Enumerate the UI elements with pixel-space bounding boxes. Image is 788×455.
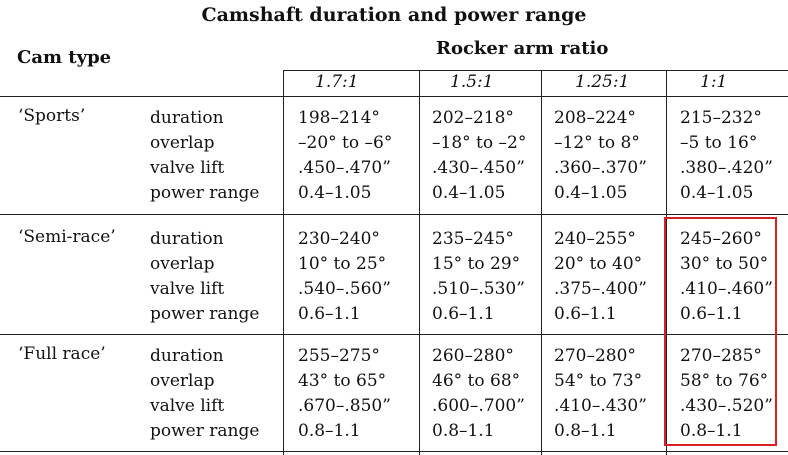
value-valve-lift: .375–.400”: [554, 279, 647, 299]
value-overlap: 58° to 76°: [680, 371, 769, 391]
param-labels: duration overlap valve lift power range: [150, 106, 259, 206]
value-power-range: 0.8–1.1: [554, 421, 617, 441]
ratio-header-4: 1:1: [700, 72, 728, 92]
param-duration: duration: [150, 229, 224, 249]
value-valve-lift: .430–.520”: [680, 396, 773, 416]
cell-ratio-1-7: 230–240° 10° to 25° .540–.560” 0.6–1.1: [298, 227, 391, 327]
table-row-semi-race: ‘Semi-race’ duration overlap valve lift …: [0, 220, 788, 324]
value-power-range: 0.4–1.05: [680, 183, 754, 203]
column-divider-4: [666, 70, 667, 455]
param-power-range: power range: [150, 421, 260, 441]
cell-ratio-1-1: 245–260° 30° to 50° .410–.460” 0.6–1.1: [680, 227, 773, 327]
value-overlap: 15° to 29°: [432, 254, 521, 274]
value-duration: 230–240°: [298, 229, 380, 249]
value-power-range: 0.8–1.1: [680, 421, 743, 441]
param-overlap: overlap: [150, 133, 215, 153]
table-title: Camshaft duration and power range: [201, 4, 587, 26]
value-duration: 245–260°: [680, 229, 762, 249]
cell-ratio-1-25: 270–280° 54° to 73° .410–.430” 0.8–1.1: [554, 344, 647, 444]
cell-ratio-1-5: 235–245° 15° to 29° .510–.530” 0.6–1.1: [432, 227, 525, 327]
value-overlap: –18° to –2°: [432, 133, 527, 153]
cam-type-label: ‘Full race’: [18, 344, 106, 364]
table-row-full-race: ‘Full race’ duration overlap valve lift …: [0, 337, 788, 441]
value-duration: 270–285°: [680, 346, 762, 366]
value-duration: 260–280°: [432, 346, 514, 366]
value-overlap: –12° to 8°: [554, 133, 640, 153]
value-duration: 208–224°: [554, 108, 636, 128]
cell-ratio-1-25: 240–255° 20° to 40° .375–.400” 0.6–1.1: [554, 227, 647, 327]
value-duration: 255–275°: [298, 346, 380, 366]
ratio-header-1: 1.7:1: [315, 72, 359, 92]
header-bottom-rule: [0, 96, 788, 97]
value-overlap: –5 to 16°: [680, 133, 758, 153]
value-duration: 270–280°: [554, 346, 636, 366]
cam-type-label: ‘Sports’: [18, 106, 86, 126]
value-valve-lift: .600–.700”: [432, 396, 525, 416]
value-power-range: 0.6–1.1: [298, 304, 361, 324]
param-overlap: overlap: [150, 371, 215, 391]
param-overlap: overlap: [150, 254, 215, 274]
column-divider-1: [283, 70, 284, 455]
ratio-header-top-rule: [283, 70, 788, 71]
rocker-arm-ratio-header: Rocker arm ratio: [436, 38, 609, 59]
value-valve-lift: .670–.850”: [298, 396, 391, 416]
column-divider-2: [419, 70, 420, 455]
value-overlap: 10° to 25°: [298, 254, 387, 274]
value-overlap: 30° to 50°: [680, 254, 769, 274]
value-power-range: 0.8–1.1: [298, 421, 361, 441]
cam-type-label: ‘Semi-race’: [18, 227, 116, 247]
highlight-box: [664, 217, 777, 446]
value-power-range: 0.8–1.1: [432, 421, 495, 441]
value-power-range: 0.4–1.05: [554, 183, 628, 203]
value-valve-lift: .510–.530”: [432, 279, 525, 299]
cell-ratio-1-5: 202–218° –18° to –2° .430–.450” 0.4–1.05: [432, 106, 526, 206]
cam-type-header: Cam type: [17, 47, 112, 68]
ratio-header-2: 1.5:1: [450, 72, 494, 92]
column-divider-3: [541, 70, 542, 455]
value-valve-lift: .430–.450”: [432, 158, 525, 178]
param-labels: duration overlap valve lift power range: [150, 344, 259, 444]
param-valve-lift: valve lift: [150, 158, 225, 178]
value-valve-lift: .410–.430”: [554, 396, 647, 416]
cell-ratio-1-25: 208–224° –12° to 8° .360–.370” 0.4–1.05: [554, 106, 647, 206]
param-valve-lift: valve lift: [150, 396, 225, 416]
value-duration: 198–214°: [298, 108, 380, 128]
cell-ratio-1-1: 270–285° 58° to 76° .430–.520” 0.8–1.1: [680, 344, 773, 444]
cell-ratio-1-1: 215–232° –5 to 16° .380–.420” 0.4–1.05: [680, 106, 773, 206]
ratio-header-3: 1.25:1: [575, 72, 630, 92]
value-duration: 215–232°: [680, 108, 762, 128]
value-valve-lift: .360–.370”: [554, 158, 647, 178]
value-valve-lift: .380–.420”: [680, 158, 773, 178]
value-valve-lift: .450–.470”: [298, 158, 391, 178]
row-divider-2: [0, 334, 788, 335]
value-power-range: 0.6–1.1: [680, 304, 743, 324]
value-duration: 240–255°: [554, 229, 636, 249]
value-power-range: 0.4–1.05: [432, 183, 506, 203]
param-valve-lift: valve lift: [150, 279, 225, 299]
value-overlap: 54° to 73°: [554, 371, 643, 391]
cell-ratio-1-7: 198–214° –20° to –6° .450–.470” 0.4–1.05: [298, 106, 392, 206]
value-duration: 235–245°: [432, 229, 514, 249]
cell-ratio-1-7: 255–275° 43° to 65° .670–.850” 0.8–1.1: [298, 344, 391, 444]
param-power-range: power range: [150, 183, 260, 203]
table-row-sports: ‘Sports’ duration overlap valve lift pow…: [0, 99, 788, 203]
value-power-range: 0.4–1.05: [298, 183, 372, 203]
cell-ratio-1-5: 260–280° 46° to 68° .600–.700” 0.8–1.1: [432, 344, 525, 444]
param-duration: duration: [150, 346, 224, 366]
param-duration: duration: [150, 108, 224, 128]
value-overlap: 43° to 65°: [298, 371, 387, 391]
param-power-range: power range: [150, 304, 260, 324]
param-labels: duration overlap valve lift power range: [150, 227, 259, 327]
row-divider-1: [0, 214, 788, 215]
value-overlap: 46° to 68°: [432, 371, 521, 391]
value-power-range: 0.6–1.1: [554, 304, 617, 324]
value-valve-lift: .410–.460”: [680, 279, 773, 299]
value-power-range: 0.6–1.1: [432, 304, 495, 324]
value-overlap: 20° to 40°: [554, 254, 643, 274]
value-overlap: –20° to –6°: [298, 133, 393, 153]
value-valve-lift: .540–.560”: [298, 279, 391, 299]
value-duration: 202–218°: [432, 108, 514, 128]
table-bottom-rule: [0, 451, 788, 452]
